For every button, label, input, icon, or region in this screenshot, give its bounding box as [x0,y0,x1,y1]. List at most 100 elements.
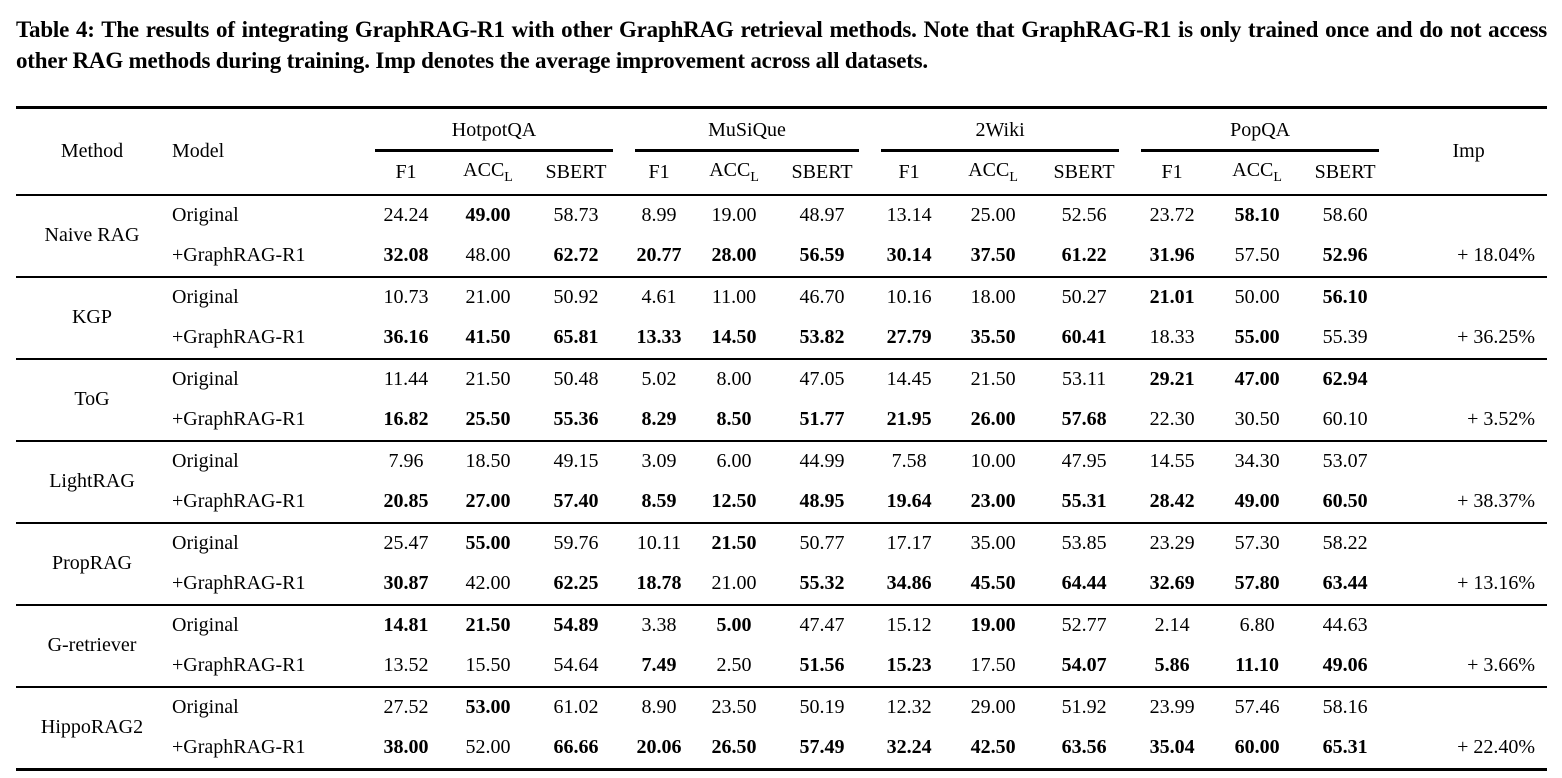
imp-cell: + 3.66% [1467,654,1536,676]
value-cell: 28.42 [1149,490,1195,512]
value-cell: 56.59 [799,244,845,266]
value-cell: 18.50 [448,439,528,482]
value-cell: 41.50 [465,326,511,348]
value-cell: 27.79 [886,326,932,348]
value-cell: 22.30 [1149,408,1195,430]
value-cell: 25.50 [465,408,511,430]
value-cell: 57.49 [799,736,845,758]
value-cell: 52.00 [465,736,511,758]
model-cell: +GraphRAG-R1 [172,326,306,348]
value-cell: 35.00 [948,521,1039,564]
value-cell: 21.50 [448,357,528,400]
value-cell: 20.06 [636,736,682,758]
model-cell: +GraphRAG-R1 [172,244,306,266]
col-subheader-sbert: SBERT [545,161,607,183]
value-cell: 55.00 [448,521,528,564]
value-cell: 62.94 [1300,357,1391,400]
value-cell: 21.50 [948,357,1039,400]
value-cell: 20.85 [383,490,429,512]
value-cell: 55.32 [799,572,845,594]
imp-cell [1390,685,1548,728]
value-cell: 62.25 [553,572,599,594]
value-cell: 3.09 [624,439,695,482]
table-row: +GraphRAG-R1 16.82 25.50 55.36 8.29 8.50 51.77… [16,400,1547,441]
value-cell: 25.47 [364,521,448,564]
value-cell: 14.45 [870,357,949,400]
value-cell: 52.96 [1322,244,1368,266]
value-cell: 2.14 [1130,603,1215,646]
method-cell: LightRAG [16,439,168,523]
value-cell: 5.00 [694,603,775,646]
value-cell: 48.95 [799,490,845,512]
group-underline [1141,149,1380,152]
value-cell: 59.76 [528,521,625,564]
value-cell: 30.50 [1234,408,1280,430]
model-cell: Original [168,685,364,728]
value-cell: 53.00 [448,685,528,728]
value-cell: 63.56 [1061,736,1107,758]
value-cell: 54.89 [528,603,625,646]
value-cell: 27.52 [364,685,448,728]
value-cell: 30.14 [886,244,932,266]
value-cell: 60.10 [1322,408,1368,430]
value-cell: 50.77 [774,521,871,564]
value-cell: 53.85 [1038,521,1131,564]
value-cell: 54.64 [553,654,599,676]
model-cell: +GraphRAG-R1 [172,654,306,676]
model-cell: Original [168,275,364,318]
value-cell: 50.19 [774,685,871,728]
value-cell: 49.06 [1322,654,1368,676]
value-cell: 8.50 [716,408,752,430]
value-cell: 21.50 [448,603,528,646]
value-cell: 64.44 [1061,572,1107,594]
value-cell: 55.31 [1061,490,1107,512]
col-subheader-sbert: SBERT [791,161,853,183]
col-group-popqa: PopQA [1130,108,1390,152]
value-cell: 57.68 [1061,408,1107,430]
table-body: Naive RAG Original 24.24 49.00 58.73 8.99 19.0… [16,193,1548,769]
value-cell: 11.00 [694,275,775,318]
model-cell: Original [168,603,364,646]
value-cell: 53.07 [1300,439,1391,482]
value-cell: 15.23 [886,654,932,676]
col-subheader-sbert: SBERT [1314,161,1376,183]
value-cell: 50.48 [528,357,625,400]
col-subheader-f1: F1 [1161,161,1183,183]
value-cell: 10.73 [364,275,448,318]
imp-cell [1390,439,1548,482]
col-header-model: Model [172,139,225,162]
value-cell: 53.11 [1038,357,1131,400]
imp-cell [1390,275,1548,318]
value-cell: 16.82 [383,408,429,430]
value-cell: 66.66 [553,736,599,758]
value-cell: 34.86 [886,572,932,594]
model-cell: Original [168,521,364,564]
value-cell: 55.00 [1234,326,1280,348]
col-group-2wiki: 2Wiki [870,108,1130,152]
value-cell: 10.00 [948,439,1039,482]
value-cell: 60.50 [1322,490,1368,512]
imp-cell [1390,193,1548,236]
value-cell: 13.14 [870,193,949,236]
value-cell: 11.10 [1235,654,1280,676]
value-cell: 26.50 [711,736,757,758]
value-cell: 58.60 [1300,193,1391,236]
col-subheader-f1: F1 [395,161,417,183]
value-cell: 65.81 [553,326,599,348]
imp-cell: + 3.52% [1467,408,1536,430]
value-cell: 23.50 [694,685,775,728]
group-underline [635,149,860,152]
value-cell: 37.50 [970,244,1016,266]
value-cell: 47.00 [1214,357,1301,400]
value-cell: 7.96 [364,439,448,482]
value-cell: 61.02 [528,685,625,728]
value-cell: 27.00 [465,490,511,512]
value-cell: 42.50 [970,736,1016,758]
imp-cell [1390,603,1548,646]
method-cell: G-retriever [16,603,168,687]
value-cell: 45.50 [970,572,1016,594]
table-row: HippoRAG2 Original 27.52 53.00 61.02 8.90 23.5… [16,685,1548,769]
col-group-hotpotqa: HotpotQA [364,108,624,152]
value-cell: 32.69 [1149,572,1195,594]
